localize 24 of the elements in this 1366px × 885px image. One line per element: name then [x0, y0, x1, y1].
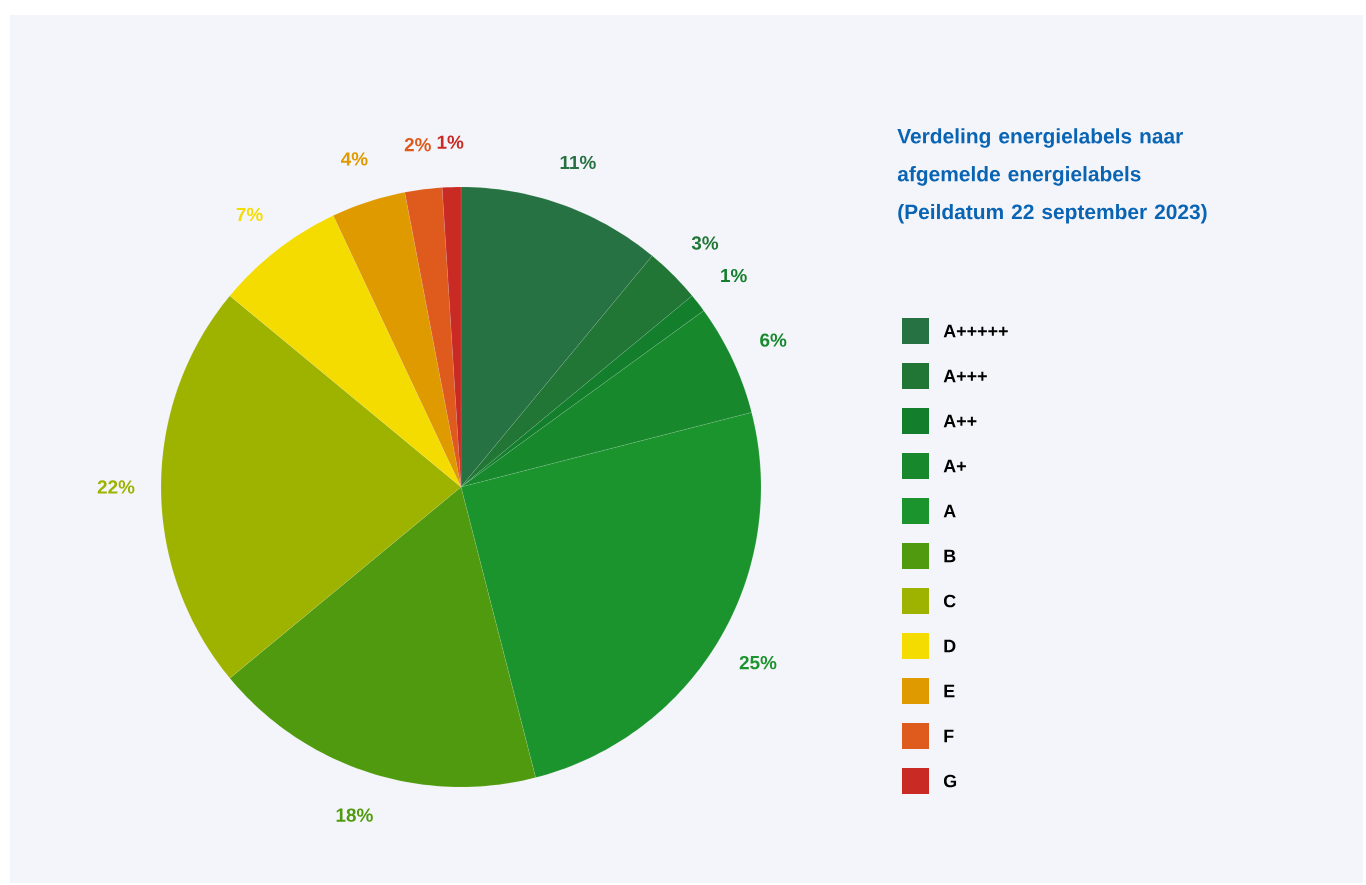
- legend-label: E: [944, 684, 955, 698]
- data-label: 25%: [739, 655, 777, 670]
- legend-label: A+++++: [943, 324, 1008, 338]
- data-label: 4%: [341, 152, 368, 166]
- data-label: 11%: [560, 155, 596, 170]
- text: Verdeling energielabels naar afgemelde energielabels: [897, 128, 1183, 186]
- legend-label: G: [943, 774, 957, 788]
- legend-label: B: [944, 549, 956, 563]
- legend-label: F: [944, 729, 954, 743]
- data-label: 18%: [336, 808, 373, 822]
- legend-label: D: [944, 639, 956, 653]
- data-label: 22%: [97, 480, 135, 494]
- data-label: 1%: [437, 135, 464, 149]
- legend-label: C: [943, 594, 956, 608]
- text: (Peildatum 22 september 2023): [898, 203, 1207, 224]
- legend-label: A: [943, 504, 956, 518]
- legend-label: A+++: [943, 369, 987, 383]
- data-label: 6%: [760, 333, 787, 347]
- legend-label: A++: [943, 414, 977, 428]
- data-label: 7%: [236, 207, 263, 222]
- legend-label: A+: [943, 459, 966, 473]
- data-label: 1%: [721, 268, 747, 283]
- data-label: 2%: [404, 138, 431, 152]
- data-label: 3%: [691, 236, 719, 250]
